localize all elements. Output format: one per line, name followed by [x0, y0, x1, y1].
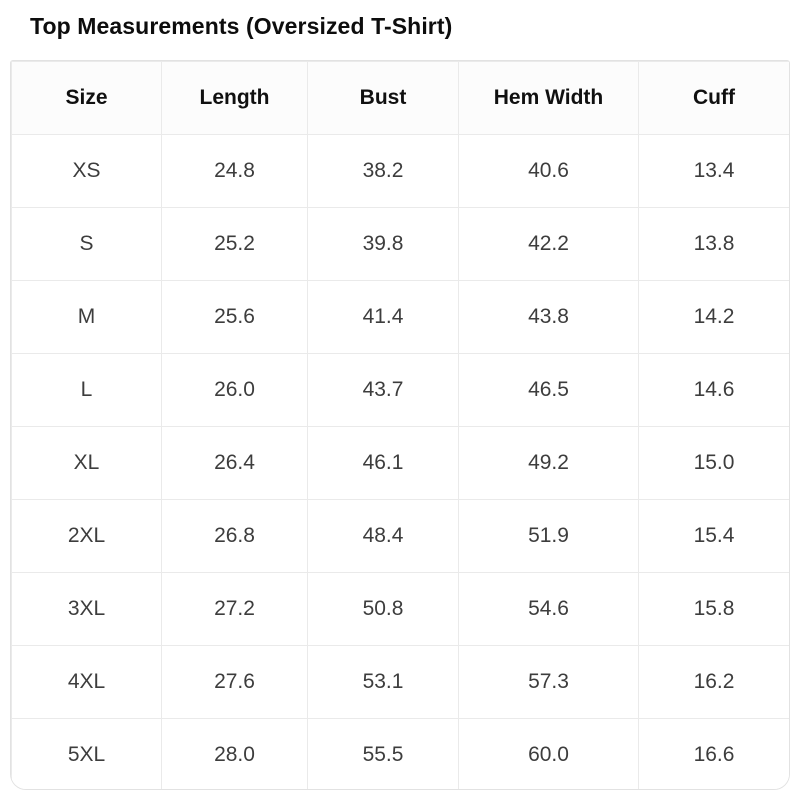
table-row: XS 24.8 38.2 40.6 13.4: [11, 134, 789, 208]
hem-width-cell: 54.6: [458, 572, 639, 646]
cuff-cell: 16.6: [638, 718, 789, 789]
table-row: 4XL 27.6 53.1 57.3 16.2: [11, 645, 789, 719]
hem-width-cell: 42.2: [458, 207, 639, 281]
table-header-row: Size Length Bust Hem Width Cuff: [11, 61, 789, 135]
table-header: Size Length Bust Hem Width Cuff: [11, 61, 789, 135]
hem-width-cell: 49.2: [458, 426, 639, 500]
size-cell: 2XL: [11, 499, 162, 573]
cuff-cell: 14.2: [638, 280, 789, 354]
hem-width-cell: 43.8: [458, 280, 639, 354]
bust-cell: 48.4: [307, 499, 459, 573]
table-row: XL 26.4 46.1 49.2 15.0: [11, 426, 789, 500]
table-row: M 25.6 41.4 43.8 14.2: [11, 280, 789, 354]
length-cell: 26.4: [161, 426, 308, 500]
table-row: L 26.0 43.7 46.5 14.6: [11, 353, 789, 427]
length-cell: 24.8: [161, 134, 308, 208]
cuff-cell: 13.8: [638, 207, 789, 281]
column-header-size: Size: [11, 61, 162, 135]
bust-cell: 43.7: [307, 353, 459, 427]
hem-width-cell: 57.3: [458, 645, 639, 719]
cuff-cell: 15.4: [638, 499, 789, 573]
size-cell: 3XL: [11, 572, 162, 646]
table-row: 3XL 27.2 50.8 54.6 15.8: [11, 572, 789, 646]
size-cell: L: [11, 353, 162, 427]
size-cell: S: [11, 207, 162, 281]
bust-cell: 38.2: [307, 134, 459, 208]
cuff-cell: 16.2: [638, 645, 789, 719]
size-table-container: Size Length Bust Hem Width Cuff XS 24.8 38…: [10, 60, 790, 790]
size-cell: M: [11, 280, 162, 354]
size-cell: 5XL: [11, 718, 162, 789]
cuff-cell: 14.6: [638, 353, 789, 427]
table-row: S 25.2 39.8 42.2 13.8: [11, 207, 789, 281]
cuff-cell: 15.0: [638, 426, 789, 500]
table-row: 5XL 28.0 55.5 60.0 16.6: [11, 718, 789, 789]
bust-cell: 55.5: [307, 718, 459, 789]
size-cell: 4XL: [11, 645, 162, 719]
bust-cell: 53.1: [307, 645, 459, 719]
cuff-cell: 13.4: [638, 134, 789, 208]
hem-width-cell: 60.0: [458, 718, 639, 789]
size-table: Size Length Bust Hem Width Cuff XS 24.8 38…: [11, 61, 789, 789]
bust-cell: 50.8: [307, 572, 459, 646]
column-header-hem-width: Hem Width: [458, 61, 639, 135]
length-cell: 25.6: [161, 280, 308, 354]
table-body: XS 24.8 38.2 40.6 13.4 S 25.2 39.8 42.2 13.8 M 25.6…: [11, 134, 789, 789]
column-header-bust: Bust: [307, 61, 459, 135]
hem-width-cell: 46.5: [458, 353, 639, 427]
cuff-cell: 15.8: [638, 572, 789, 646]
length-cell: 28.0: [161, 718, 308, 789]
page-title: Top Measurements (Oversized T-Shirt): [30, 13, 453, 39]
column-header-cuff: Cuff: [638, 61, 789, 135]
column-header-length: Length: [161, 61, 308, 135]
hem-width-cell: 51.9: [458, 499, 639, 573]
hem-width-cell: 40.6: [458, 134, 639, 208]
bust-cell: 41.4: [307, 280, 459, 354]
length-cell: 26.0: [161, 353, 308, 427]
length-cell: 27.6: [161, 645, 308, 719]
size-cell: XL: [11, 426, 162, 500]
table-row: 2XL 26.8 48.4 51.9 15.4: [11, 499, 789, 573]
length-cell: 25.2: [161, 207, 308, 281]
bust-cell: 39.8: [307, 207, 459, 281]
size-cell: XS: [11, 134, 162, 208]
length-cell: 26.8: [161, 499, 308, 573]
length-cell: 27.2: [161, 572, 308, 646]
bust-cell: 46.1: [307, 426, 459, 500]
